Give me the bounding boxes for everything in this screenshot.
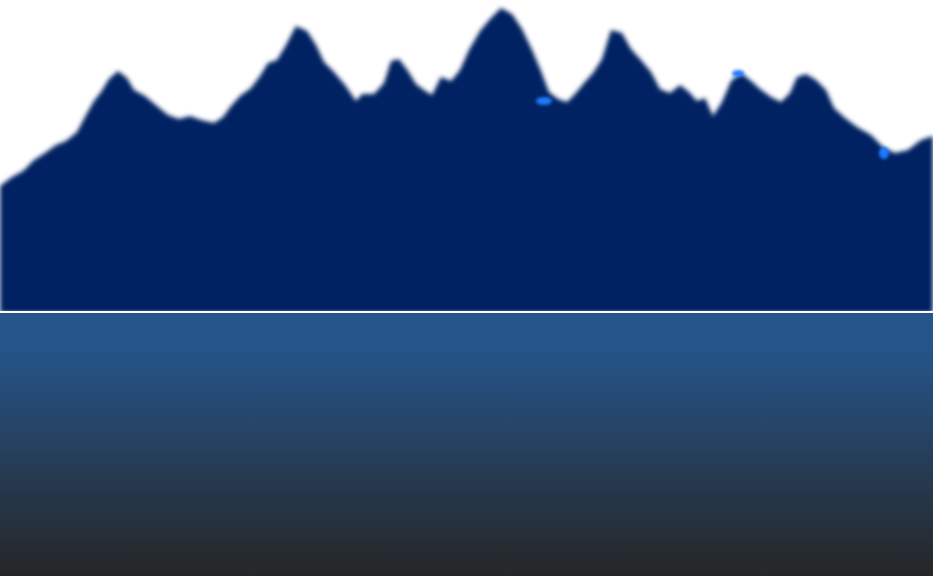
mountain-peaks <box>0 8 933 313</box>
mountain-light-reflection <box>732 70 744 77</box>
mountain-light-reflection <box>879 147 889 159</box>
mountain-light-reflection <box>536 97 552 105</box>
water-reflection-gradient <box>0 313 933 576</box>
mountain-range-silhouette <box>0 8 933 313</box>
horizon-line <box>0 311 933 313</box>
